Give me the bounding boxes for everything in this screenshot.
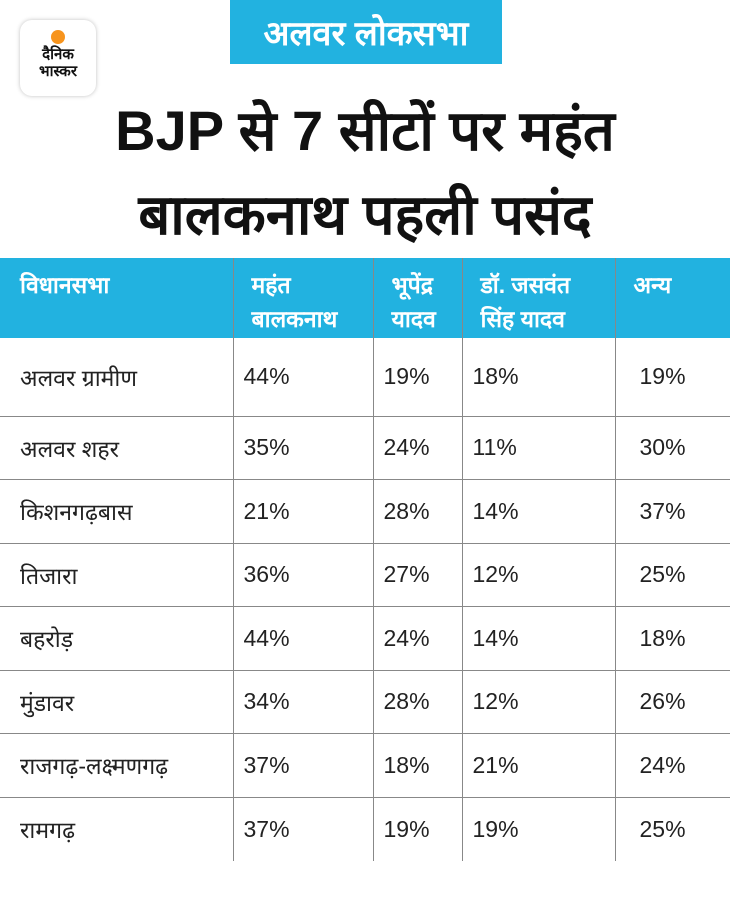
percentage-cell: 19%	[372, 338, 462, 416]
percentage-cell: 28%	[372, 669, 462, 734]
table-row: तिजारा 36% 27% 12% 25%	[0, 542, 730, 607]
table-row: अलवर ग्रामीण 44% 19% 18% 19%	[0, 338, 730, 416]
table-row: राजगढ़-लक्ष्मणगढ़ 37% 18% 21% 24%	[0, 733, 730, 797]
constituency-name: रामगढ़	[0, 796, 233, 861]
column-header: भूपेंद्र यादव	[372, 258, 462, 338]
constituency-name: राजगढ़-लक्ष्मणगढ़	[0, 733, 233, 797]
percentage-cell: 34%	[232, 669, 373, 734]
percentage-cell: 21%	[232, 479, 373, 543]
column-header: महंत बालकनाथ	[232, 258, 373, 338]
table-row: किशनगढ़बास 21% 28% 14% 37%	[0, 479, 730, 543]
percentage-cell: 24%	[614, 733, 730, 797]
column-header: अन्य	[614, 258, 730, 338]
survey-table: विधानसभा महंत बालकनाथ भूपेंद्र यादव डॉ. जसवंत…	[0, 258, 730, 861]
percentage-cell: 14%	[461, 606, 615, 670]
column-header-line: सिंह यादव	[480, 306, 565, 332]
column-header-line: अन्य	[633, 272, 672, 298]
constituency-name: अलवर शहर	[0, 415, 233, 480]
percentage-cell: 19%	[461, 796, 615, 861]
column-header-line: विधानसभा	[20, 272, 110, 298]
percentage-cell: 25%	[614, 796, 730, 861]
table-row: रामगढ़ 37% 19% 19% 25%	[0, 796, 730, 861]
table-row: बहरोड़ 44% 24% 14% 18%	[0, 606, 730, 670]
constituency-name: अलवर ग्रामीण	[20, 364, 138, 391]
column-header-line: भूपेंद्र	[391, 272, 433, 298]
percentage-cell: 21%	[461, 733, 615, 797]
percentage-cell: 18%	[372, 733, 462, 797]
constituency-name: मुंडावर	[0, 669, 233, 734]
percentage-cell: 27%	[372, 542, 462, 607]
dainik-bhaskar-logo: दैनिक भास्कर	[20, 20, 96, 96]
percentage-cell: 37%	[232, 796, 373, 861]
percentage-cell: 24%	[372, 415, 462, 480]
logo-line1: दैनिक	[42, 46, 74, 63]
constituency-name: किशनगढ़बास	[0, 479, 233, 543]
percentage-cell: 37%	[232, 733, 373, 797]
headline-line1: BJP से 7 सीटों पर महंत	[115, 99, 615, 162]
percentage-cell: 19%	[372, 796, 462, 861]
column-header: डॉ. जसवंत सिंह यादव	[461, 258, 615, 338]
sun-icon	[51, 30, 65, 44]
percentage-cell: 18%	[461, 338, 615, 416]
constituency-name: बहरोड़	[0, 606, 233, 670]
percentage-cell: 30%	[614, 415, 730, 480]
column-header-line: यादव	[391, 306, 436, 332]
column-header-line: डॉ. जसवंत	[480, 272, 571, 298]
column-header-line: बालकनाथ	[251, 306, 338, 332]
column-header-line: महंत	[251, 272, 291, 298]
percentage-cell: 44%	[232, 338, 373, 416]
table-header-row: विधानसभा महंत बालकनाथ भूपेंद्र यादव डॉ. जसवंत…	[0, 258, 730, 338]
percentage-cell: 24%	[372, 606, 462, 670]
percentage-cell: 25%	[614, 542, 730, 607]
percentage-cell: 35%	[232, 415, 373, 480]
percentage-cell: 19%	[614, 338, 730, 416]
percentage-cell: 11%	[461, 415, 615, 480]
constituency-banner: अलवर लोकसभा	[230, 0, 502, 64]
percentage-cell: 12%	[461, 669, 615, 734]
percentage-cell: 36%	[232, 542, 373, 607]
percentage-cell: 28%	[372, 479, 462, 543]
column-header: विधानसभा	[0, 258, 233, 338]
constituency-name: तिजारा	[0, 542, 233, 607]
percentage-cell: 44%	[232, 606, 373, 670]
percentage-cell: 14%	[461, 479, 615, 543]
headline-line2: बालकनाथ पहली पसंद	[138, 183, 592, 246]
percentage-cell: 18%	[614, 606, 730, 670]
percentage-cell: 26%	[614, 669, 730, 734]
percentage-cell: 37%	[614, 479, 730, 543]
table-row: मुंडावर 34% 28% 12% 26%	[0, 669, 730, 734]
logo-line2: भास्कर	[39, 63, 77, 80]
percentage-cell: 12%	[461, 542, 615, 607]
table-row: अलवर शहर 35% 24% 11% 30%	[0, 415, 730, 480]
